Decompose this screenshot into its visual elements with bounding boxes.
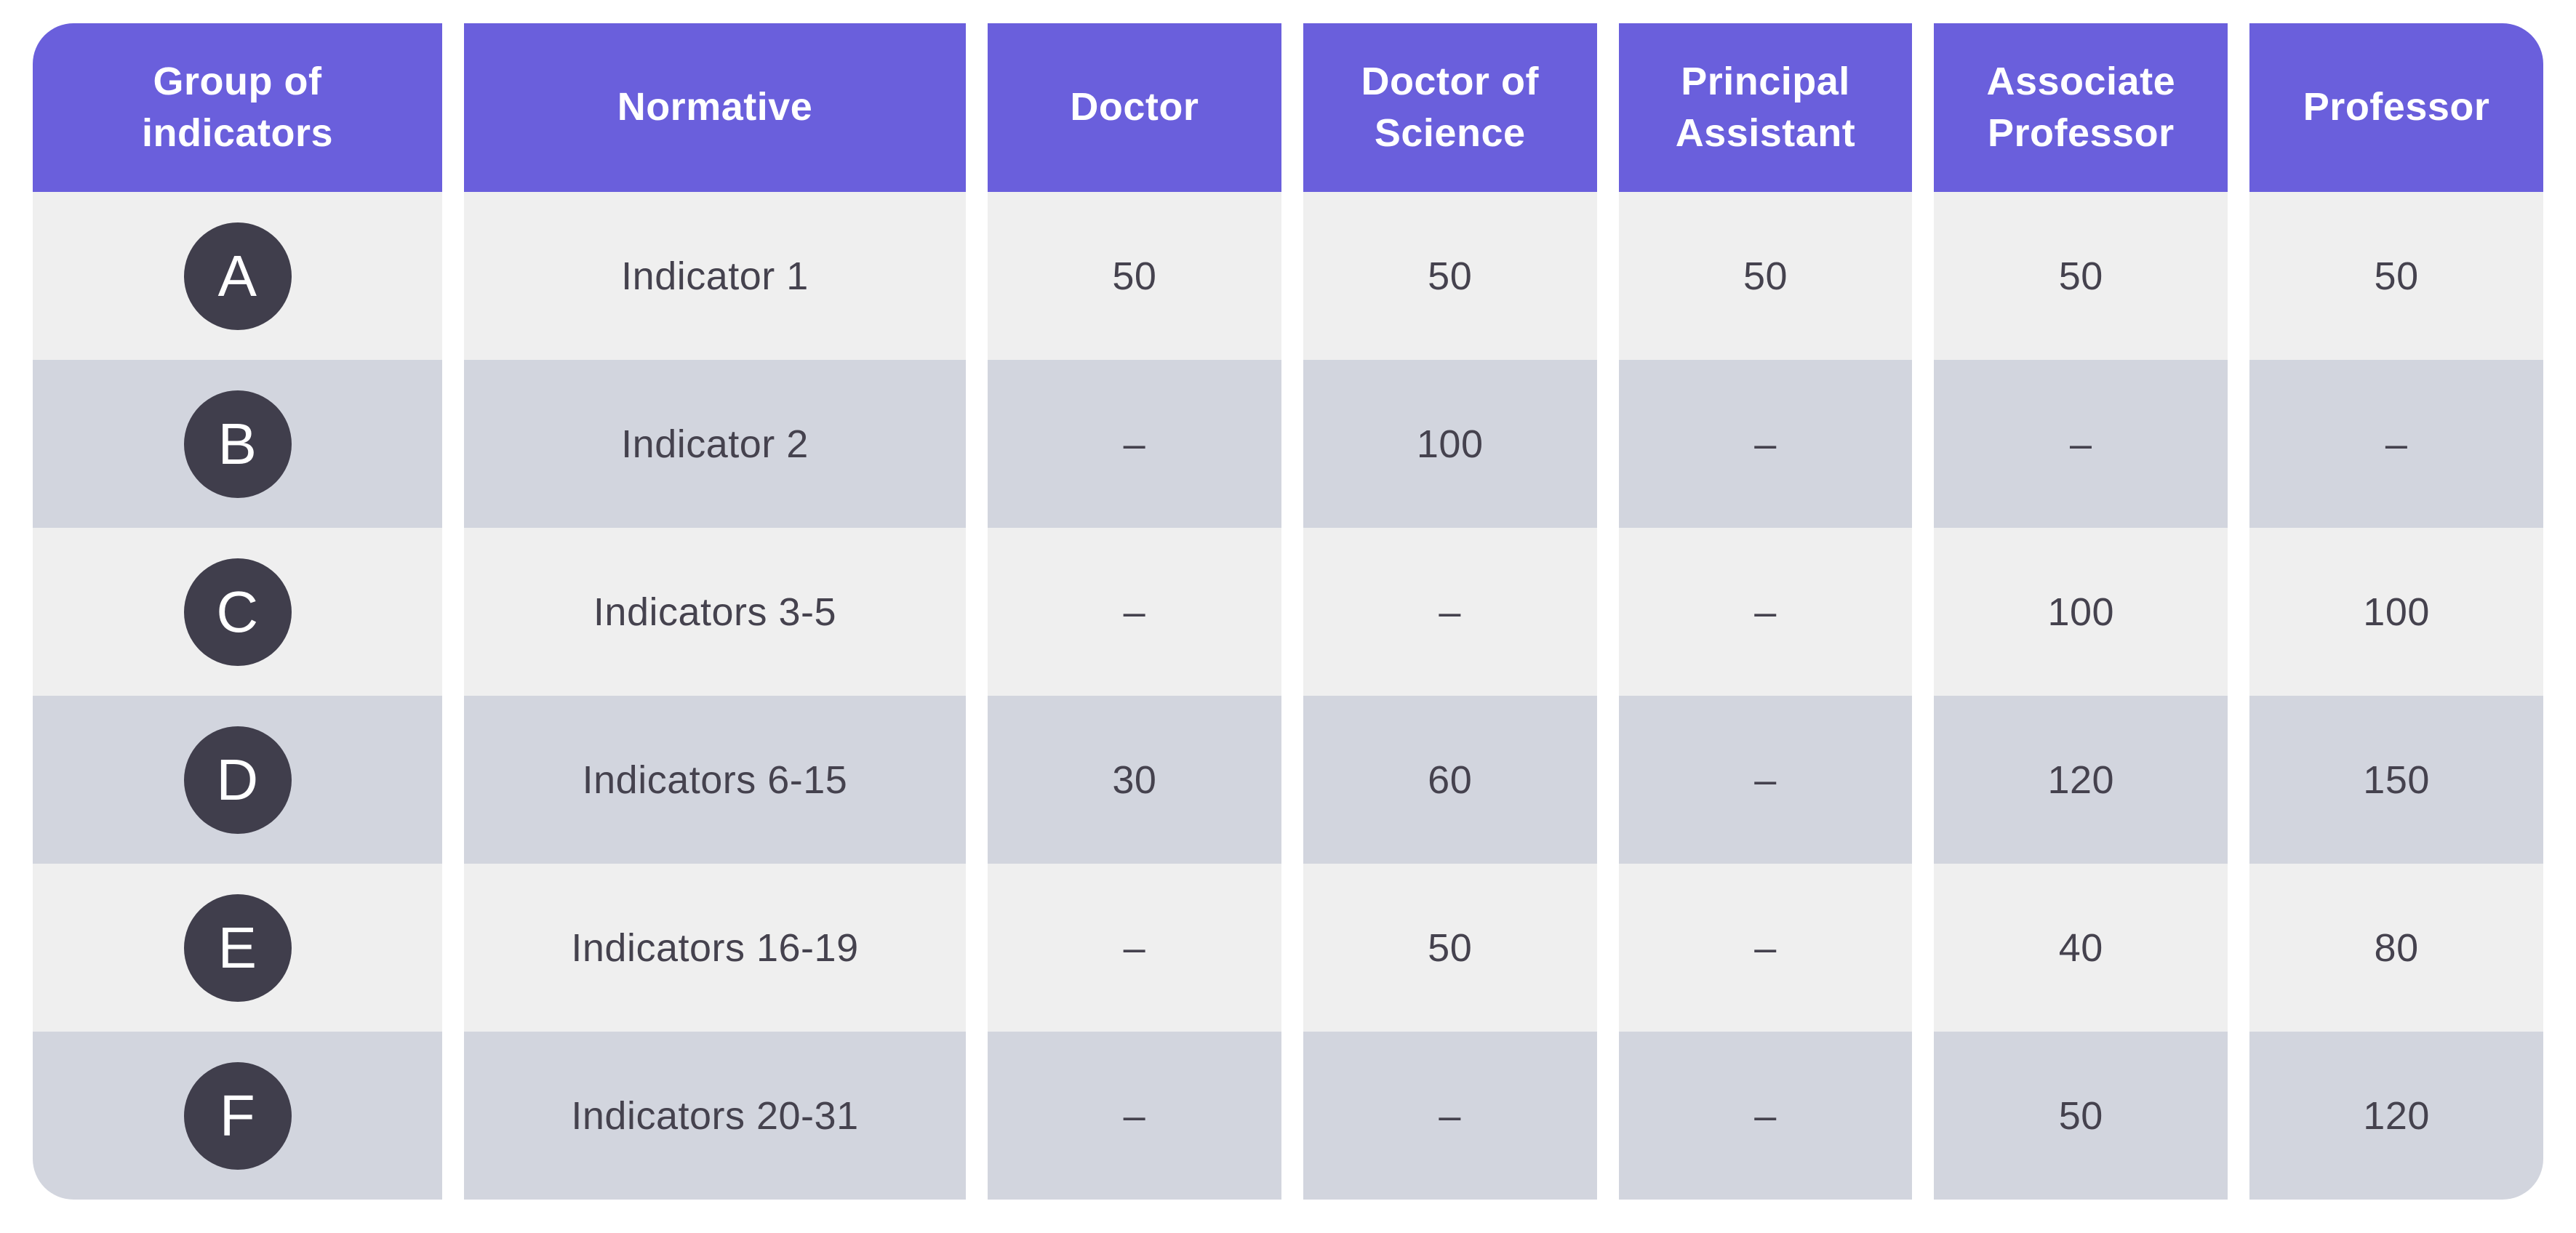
value-cell-doctor-of-science: 100	[1303, 360, 1597, 528]
normative-cell: Indicator 1	[464, 192, 966, 360]
value-cell-professor: 100	[2249, 528, 2543, 696]
value-cell-professor: 150	[2249, 696, 2543, 864]
value-cell-doctor-of-science: –	[1303, 1032, 1597, 1200]
value-cell-professor: –	[2249, 360, 2543, 528]
group-cell: E	[33, 864, 442, 1032]
value-cell-professor: 80	[2249, 864, 2543, 1032]
group-badge-letter: B	[217, 411, 257, 476]
value-cell-associate-professor: 40	[1934, 864, 2228, 1032]
value-cell-doctor: 50	[988, 192, 1281, 360]
value-cell-doctor: –	[988, 528, 1281, 696]
header-cell-normative: Normative	[464, 23, 966, 192]
group-badge-c: C	[183, 558, 292, 666]
header-cell-associate-professor: Associate Professor	[1934, 23, 2228, 192]
group-badge-e: E	[183, 893, 292, 1002]
normative-cell: Indicators 6-15	[464, 696, 966, 864]
value-cell-doctor: 30	[988, 696, 1281, 864]
group-badge-letter: A	[217, 243, 257, 308]
value-cell-professor: 120	[2249, 1032, 2543, 1200]
value-cell-doctor-of-science: –	[1303, 528, 1597, 696]
value-cell-doctor-of-science: 50	[1303, 192, 1597, 360]
group-cell: A	[33, 192, 442, 360]
normative-cell: Indicators 16-19	[464, 864, 966, 1032]
header-cell-principal-assistant: Principal Assistant	[1618, 23, 1913, 192]
value-cell-doctor-of-science: 60	[1303, 696, 1597, 864]
group-badge-a: A	[183, 222, 292, 330]
value-cell-principal-assistant: –	[1618, 864, 1913, 1032]
group-badge-letter: D	[216, 747, 259, 812]
value-cell-associate-professor: 50	[1934, 1032, 2228, 1200]
group-badge-letter: C	[216, 579, 259, 644]
normative-cell: Indicators 20-31	[464, 1032, 966, 1200]
indicators-table-grid: Group of indicators Normative Doctor Doc…	[33, 23, 2543, 1200]
value-cell-associate-professor: 50	[1934, 192, 2228, 360]
group-badge-f: F	[183, 1061, 292, 1170]
group-badge-letter: F	[219, 1083, 256, 1148]
value-cell-professor: 50	[2249, 192, 2543, 360]
group-badge-letter: E	[217, 915, 257, 980]
group-cell: C	[33, 528, 442, 696]
group-cell: D	[33, 696, 442, 864]
value-cell-doctor: –	[988, 360, 1281, 528]
header-cell-group-of-indicators: Group of indicators	[33, 23, 442, 192]
header-cell-doctor-of-science: Doctor of Science	[1303, 23, 1597, 192]
value-cell-doctor-of-science: 50	[1303, 864, 1597, 1032]
value-cell-principal-assistant: 50	[1618, 192, 1913, 360]
value-cell-principal-assistant: –	[1618, 1032, 1913, 1200]
value-cell-doctor: –	[988, 1032, 1281, 1200]
value-cell-associate-professor: 100	[1934, 528, 2228, 696]
group-badge-b: B	[183, 390, 292, 498]
value-cell-associate-professor: –	[1934, 360, 2228, 528]
group-cell: B	[33, 360, 442, 528]
normative-cell: Indicator 2	[464, 360, 966, 528]
group-cell: F	[33, 1032, 442, 1200]
header-cell-professor: Professor	[2249, 23, 2543, 192]
value-cell-principal-assistant: –	[1618, 528, 1913, 696]
value-cell-principal-assistant: –	[1618, 696, 1913, 864]
value-cell-associate-professor: 120	[1934, 696, 2228, 864]
header-cell-doctor: Doctor	[988, 23, 1281, 192]
value-cell-principal-assistant: –	[1618, 360, 1913, 528]
group-badge-d: D	[183, 726, 292, 834]
normative-cell: Indicators 3-5	[464, 528, 966, 696]
indicators-table: Group of indicators Normative Doctor Doc…	[33, 23, 2543, 1200]
value-cell-doctor: –	[988, 864, 1281, 1032]
